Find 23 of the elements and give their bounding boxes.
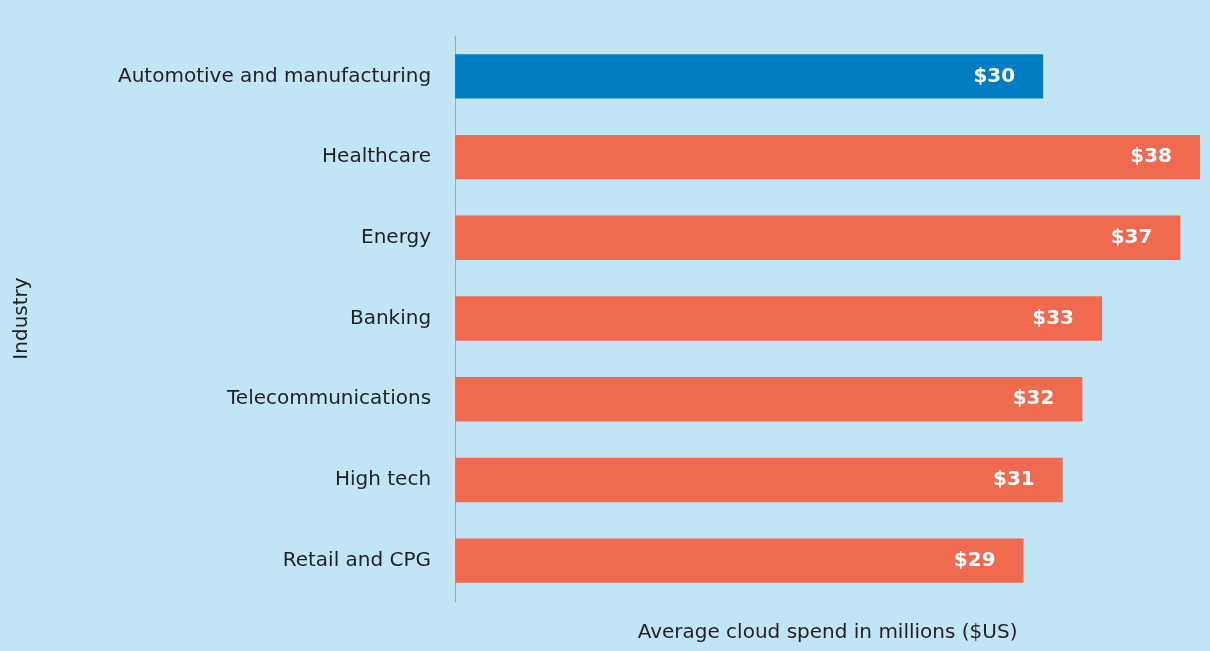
y-tick-label: Banking — [349, 304, 432, 329]
bar — [455, 457, 1063, 503]
data-label: $31 — [993, 466, 1035, 491]
data-label: $30 — [973, 62, 1016, 87]
x-axis-title: Average cloud spend in millions ($US) — [637, 619, 1018, 644]
y-tick-label: Healthcare — [322, 143, 432, 168]
data-label: $37 — [1110, 223, 1153, 248]
bar — [455, 377, 1083, 422]
y-tick-label: Retail and CPG — [282, 546, 432, 571]
y-tick-label: Telecommunications — [226, 385, 432, 410]
data-label: $29 — [953, 546, 996, 571]
bar — [455, 54, 1044, 99]
data-label: $38 — [1130, 143, 1172, 168]
y-tick-label: Energy — [361, 223, 432, 248]
bar — [455, 134, 1200, 180]
bar — [455, 296, 1102, 341]
bar — [455, 215, 1181, 260]
bar — [455, 538, 1024, 583]
data-label: $33 — [1032, 304, 1074, 329]
y-axis-title: Industry — [8, 277, 33, 360]
y-tick-label: Automotive and manufacturing — [117, 62, 432, 87]
data-label: $32 — [1012, 385, 1055, 410]
y-tick-label: High tech — [334, 466, 432, 491]
